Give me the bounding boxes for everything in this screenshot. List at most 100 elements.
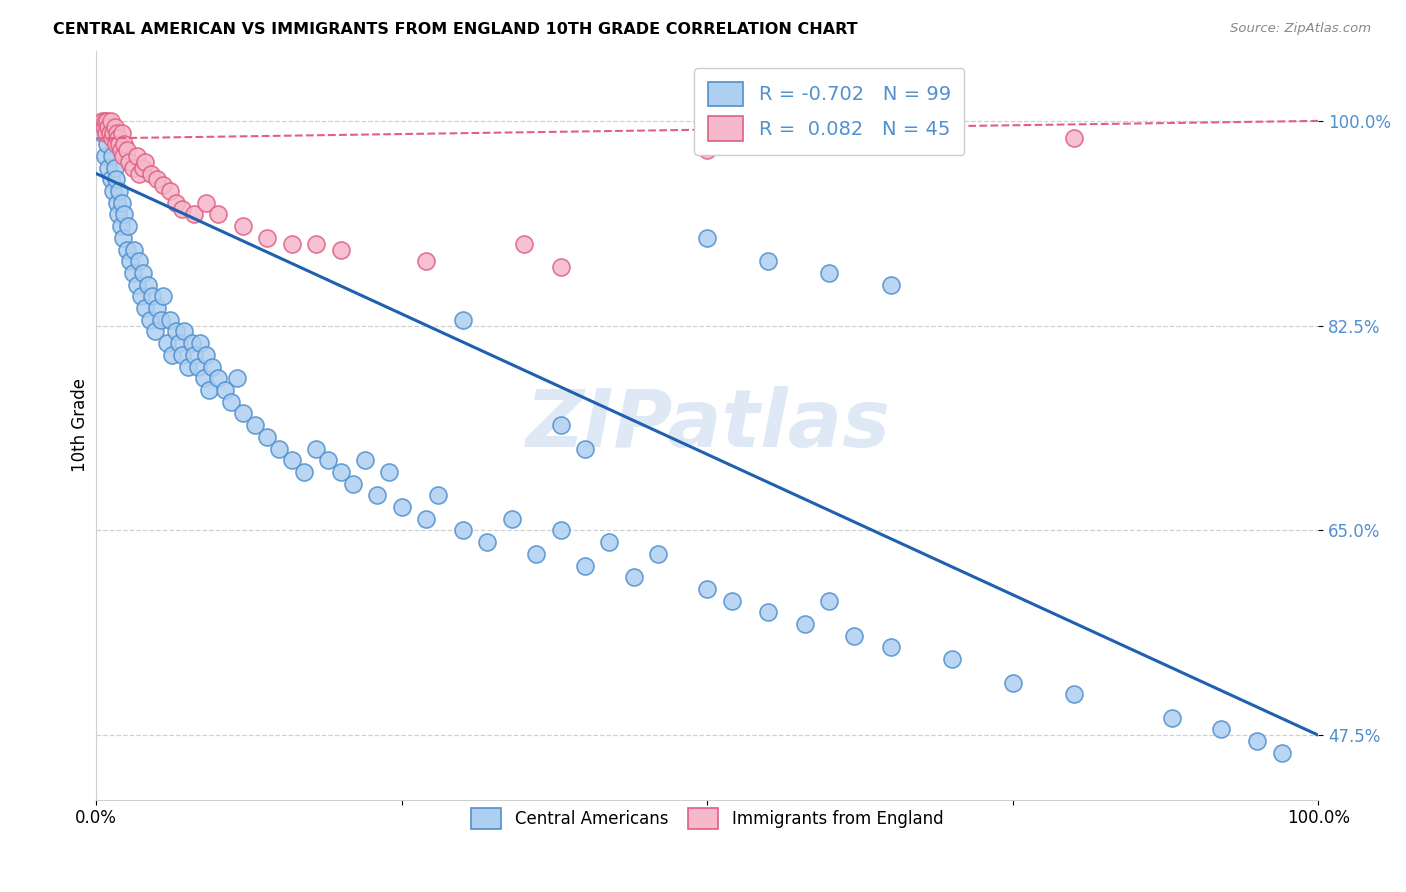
Point [187, 359, 209, 374]
Point [342, 476, 364, 491]
Point [93, 120, 115, 134]
Point [574, 442, 596, 456]
Point [391, 500, 413, 514]
Point [550, 418, 572, 433]
Point [141, 289, 163, 303]
Point [139, 313, 162, 327]
Point [115, 143, 138, 157]
Point [152, 289, 174, 303]
Point [131, 161, 153, 175]
Point [1209, 723, 1232, 737]
Point [121, 266, 143, 280]
Point [108, 184, 131, 198]
Point [214, 383, 236, 397]
Point [94, 126, 117, 140]
Point [118, 154, 141, 169]
Point [136, 277, 159, 292]
Point [105, 195, 128, 210]
Point [818, 593, 841, 607]
Point [156, 336, 179, 351]
Point [280, 236, 302, 251]
Point [146, 301, 169, 315]
Point [756, 605, 779, 619]
Point [134, 154, 156, 169]
Point [105, 126, 128, 140]
Point [550, 524, 572, 538]
Point [879, 277, 901, 292]
Point [195, 348, 218, 362]
Point [207, 207, 229, 221]
Point [1246, 734, 1268, 748]
Point [329, 465, 352, 479]
Point [96, 114, 118, 128]
Legend: Central Americans, Immigrants from England: Central Americans, Immigrants from Engla… [464, 801, 950, 836]
Point [197, 383, 219, 397]
Point [103, 161, 125, 175]
Point [117, 219, 139, 234]
Point [623, 570, 645, 584]
Point [378, 465, 401, 479]
Text: ZIPatlas: ZIPatlas [524, 386, 890, 464]
Point [125, 149, 148, 163]
Point [111, 126, 134, 140]
Point [112, 207, 135, 221]
Point [354, 453, 377, 467]
Point [125, 277, 148, 292]
Point [415, 254, 437, 268]
Point [107, 131, 129, 145]
Text: Source: ZipAtlas.com: Source: ZipAtlas.com [1230, 22, 1371, 36]
Point [104, 137, 127, 152]
Point [305, 442, 328, 456]
Point [183, 348, 205, 362]
Point [101, 149, 124, 163]
Point [513, 236, 536, 251]
Point [524, 547, 547, 561]
Point [550, 260, 572, 274]
Point [201, 359, 224, 374]
Point [818, 266, 841, 280]
Point [134, 301, 156, 315]
Point [121, 161, 143, 175]
Point [103, 126, 125, 140]
Point [173, 325, 195, 339]
Point [159, 313, 181, 327]
Point [292, 465, 315, 479]
Point [131, 289, 153, 303]
Point [108, 137, 131, 152]
Point [159, 184, 181, 198]
Point [415, 512, 437, 526]
Point [794, 617, 817, 632]
Point [183, 207, 205, 221]
Point [103, 120, 125, 134]
Point [232, 219, 254, 234]
Point [103, 184, 125, 198]
Point [128, 254, 150, 268]
Point [170, 348, 193, 362]
Point [219, 394, 242, 409]
Point [177, 359, 200, 374]
Point [598, 535, 620, 549]
Point [1271, 746, 1294, 760]
Point [110, 219, 132, 234]
Point [112, 137, 135, 152]
Point [146, 172, 169, 186]
Point [100, 114, 122, 128]
Point [112, 231, 135, 245]
Y-axis label: 10th Grade: 10th Grade [72, 378, 89, 472]
Point [98, 126, 121, 140]
Point [1001, 675, 1024, 690]
Point [1063, 687, 1085, 701]
Point [93, 149, 115, 163]
Point [427, 488, 450, 502]
Point [696, 582, 718, 596]
Point [225, 371, 247, 385]
Point [110, 143, 132, 157]
Point [1160, 711, 1182, 725]
Point [115, 243, 138, 257]
Point [141, 167, 163, 181]
Point [128, 167, 150, 181]
Point [165, 325, 187, 339]
Point [160, 348, 183, 362]
Point [451, 524, 474, 538]
Point [305, 236, 328, 251]
